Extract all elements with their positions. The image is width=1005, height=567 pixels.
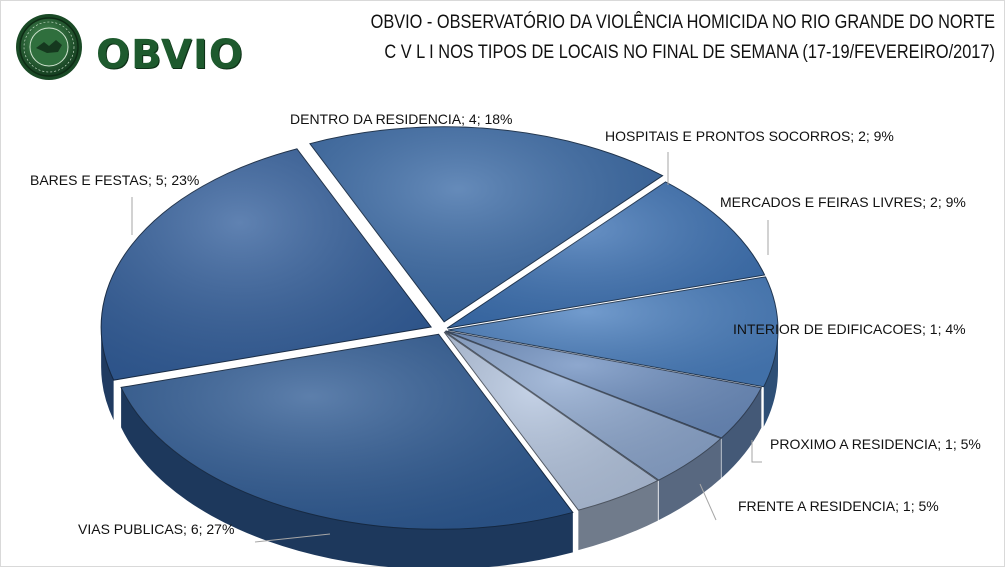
pie-slice-highlight-1: [447, 181, 765, 329]
logo-text: OBVIO: [96, 32, 244, 78]
obvio-seal-icon: [16, 14, 82, 80]
pie-slice-highlight-2: [447, 276, 778, 387]
leader-line-6: [254, 533, 331, 543]
leader-line-4: [751, 440, 762, 463]
data-label-vias-publicas: VIAS PUBLICAS; 6; 27%: [78, 521, 234, 537]
chart-title-line2: C V L I NOS TIPOS DE LOCAIS NO FINAL DE …: [384, 42, 995, 63]
data-label-interior-de-edificacoes: INTERIOR DE EDIFICACOES; 1; 4%: [733, 321, 966, 337]
data-label-hospitais-e-prontos-socorros: HOSPITAIS E PRONTOS SOCORROS; 2; 9%: [605, 128, 894, 144]
chart-title-line1: OBVIO - OBSERVATÓRIO DA VIOLÊNCIA HOMICI…: [370, 12, 995, 33]
pie-side-6: [121, 387, 573, 567]
pie-slice-highlight-4: [444, 331, 721, 481]
pie-slice-highlight-0: [309, 126, 663, 322]
data-label-dentro-da-residencia: DENTRO DA RESIDENCIA; 4; 18%: [290, 111, 513, 127]
pie-slice-highlight-7: [101, 148, 432, 381]
pie-side-3: [721, 387, 762, 478]
leader-line-5: [699, 483, 717, 521]
pie-side-2: [763, 330, 778, 427]
data-label-bares-e-festas: BARES E FESTAS; 5; 23%: [30, 172, 199, 188]
pie-side-7: [101, 326, 114, 421]
pie-side-4: [658, 438, 721, 521]
pie-slice-highlight-6: [121, 334, 573, 530]
data-label-frente-a-residencia: FRENTE A RESIDENCIA; 1; 5%: [738, 498, 939, 514]
pie-slice-highlight-3: [445, 331, 762, 438]
data-label-proximo-a-residencia: PROXIMO A RESIDENCIA; 1; 5%: [770, 436, 981, 452]
data-label-mercados-e-feiras-livres: MERCADOS E FEIRAS LIVRES; 2; 9%: [720, 194, 966, 210]
pie-side-5: [578, 480, 658, 551]
obvio-logo: OBVIO: [14, 12, 243, 82]
pie-slice-highlight-5: [444, 332, 658, 511]
